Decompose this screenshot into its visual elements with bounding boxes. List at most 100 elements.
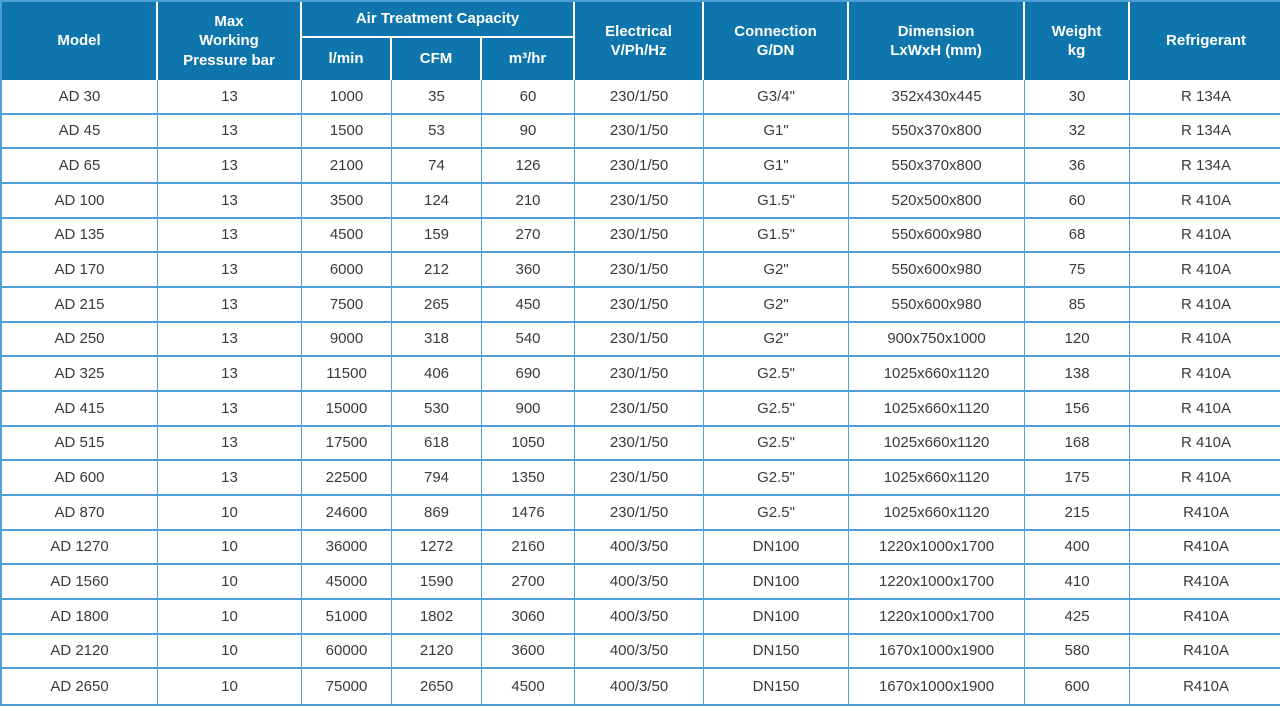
- cell-capacity-cfm: 124: [392, 183, 482, 219]
- cell-dimension: 1025x660x1120: [849, 461, 1026, 496]
- table-row: AD 515 13 17500 618 1050 230/1/50 G2.5" …: [2, 426, 1280, 462]
- cell-weight: 175: [1025, 461, 1131, 496]
- cell-connection: DN150: [704, 669, 850, 704]
- cell-capacity-cfm: 406: [392, 357, 482, 392]
- cell-electrical: 230/1/50: [575, 114, 705, 150]
- cell-capacity-m3hr: 60: [482, 80, 576, 115]
- cell-model: AD 65: [2, 149, 158, 184]
- cell-capacity-cfm: 318: [392, 322, 482, 358]
- cell-connection: G1.5": [704, 183, 850, 219]
- cell-weight: 168: [1025, 426, 1131, 462]
- cell-dimension: 1670x1000x1900: [849, 669, 1026, 704]
- cell-dimension: 352x430x445: [849, 80, 1026, 115]
- cell-capacity-m3hr: 2700: [482, 565, 576, 600]
- cell-connection: G2.5": [704, 426, 850, 462]
- cell-model: AD 1270: [2, 530, 158, 566]
- cell-connection: G2": [704, 253, 850, 288]
- cell-model: AD 45: [2, 114, 158, 150]
- cell-weight: 30: [1025, 80, 1131, 115]
- cell-max-pressure: 13: [158, 391, 302, 427]
- cell-weight: 138: [1025, 357, 1131, 392]
- cell-connection: DN100: [704, 530, 850, 566]
- cell-max-pressure: 13: [158, 322, 302, 358]
- cell-connection: G3/4": [704, 80, 850, 115]
- cell-electrical: 230/1/50: [575, 495, 705, 531]
- cell-connection: DN100: [704, 599, 850, 635]
- cell-connection: G1.5": [704, 218, 850, 254]
- cell-model: AD 515: [2, 426, 158, 462]
- cell-capacity-cfm: 265: [392, 287, 482, 323]
- cell-weight: 425: [1025, 599, 1131, 635]
- cell-refrigerant: R 410A: [1130, 322, 1280, 358]
- cell-connection: DN150: [704, 634, 850, 670]
- cell-capacity-lmin: 22500: [302, 461, 392, 496]
- cell-electrical: 230/1/50: [575, 253, 705, 288]
- cell-refrigerant: R 410A: [1130, 461, 1280, 496]
- cell-capacity-m3hr: 3600: [482, 634, 576, 670]
- cell-refrigerant: R 134A: [1130, 114, 1280, 150]
- header-capacity-cfm: CFM: [392, 38, 482, 80]
- cell-capacity-lmin: 17500: [302, 426, 392, 462]
- cell-capacity-lmin: 7500: [302, 287, 392, 323]
- cell-capacity-lmin: 15000: [302, 391, 392, 427]
- cell-capacity-m3hr: 360: [482, 253, 576, 288]
- cell-max-pressure: 13: [158, 183, 302, 219]
- header-refrigerant: Refrigerant: [1130, 2, 1280, 80]
- table-row: AD 170 13 6000 212 360 230/1/50 G2" 550x…: [2, 253, 1280, 288]
- cell-connection: G2.5": [704, 357, 850, 392]
- cell-electrical: 230/1/50: [575, 183, 705, 219]
- table-row: AD 1560 10 45000 1590 2700 400/3/50 DN10…: [2, 565, 1280, 600]
- cell-capacity-lmin: 6000: [302, 253, 392, 288]
- cell-refrigerant: R410A: [1130, 599, 1280, 635]
- cell-weight: 600: [1025, 669, 1131, 704]
- cell-capacity-cfm: 530: [392, 391, 482, 427]
- cell-capacity-m3hr: 1350: [482, 461, 576, 496]
- cell-refrigerant: R 410A: [1130, 218, 1280, 254]
- cell-model: AD 250: [2, 322, 158, 358]
- cell-weight: 68: [1025, 218, 1131, 254]
- table-row: AD 100 13 3500 124 210 230/1/50 G1.5" 52…: [2, 183, 1280, 219]
- cell-capacity-cfm: 35: [392, 80, 482, 115]
- cell-connection: G2.5": [704, 391, 850, 427]
- cell-model: AD 600: [2, 461, 158, 496]
- cell-refrigerant: R 410A: [1130, 357, 1280, 392]
- cell-max-pressure: 13: [158, 253, 302, 288]
- cell-dimension: 550x600x980: [849, 253, 1026, 288]
- cell-max-pressure: 10: [158, 565, 302, 600]
- cell-capacity-lmin: 11500: [302, 357, 392, 392]
- cell-capacity-cfm: 1590: [392, 565, 482, 600]
- cell-electrical: 230/1/50: [575, 357, 705, 392]
- cell-electrical: 230/1/50: [575, 426, 705, 462]
- cell-electrical: 230/1/50: [575, 80, 705, 115]
- cell-electrical: 400/3/50: [575, 565, 705, 600]
- cell-capacity-cfm: 74: [392, 149, 482, 184]
- cell-model: AD 30: [2, 80, 158, 115]
- cell-connection: G1": [704, 114, 850, 150]
- cell-capacity-lmin: 1500: [302, 114, 392, 150]
- cell-refrigerant: R410A: [1130, 669, 1280, 704]
- cell-capacity-m3hr: 90: [482, 114, 576, 150]
- cell-refrigerant: R 134A: [1130, 80, 1280, 115]
- cell-max-pressure: 10: [158, 599, 302, 635]
- cell-dimension: 520x500x800: [849, 183, 1026, 219]
- cell-refrigerant: R410A: [1130, 495, 1280, 531]
- cell-model: AD 325: [2, 357, 158, 392]
- cell-capacity-m3hr: 450: [482, 287, 576, 323]
- cell-max-pressure: 13: [158, 149, 302, 184]
- cell-capacity-lmin: 9000: [302, 322, 392, 358]
- cell-dimension: 1025x660x1120: [849, 495, 1026, 531]
- cell-dimension: 1220x1000x1700: [849, 599, 1026, 635]
- cell-weight: 156: [1025, 391, 1131, 427]
- cell-model: AD 1800: [2, 599, 158, 635]
- cell-dimension: 1025x660x1120: [849, 357, 1026, 392]
- cell-capacity-lmin: 4500: [302, 218, 392, 254]
- cell-capacity-m3hr: 2160: [482, 530, 576, 566]
- cell-electrical: 230/1/50: [575, 287, 705, 323]
- cell-max-pressure: 13: [158, 357, 302, 392]
- header-max-working-pressure: Max Working Pressure bar: [158, 2, 302, 80]
- cell-model: AD 2120: [2, 634, 158, 670]
- cell-max-pressure: 10: [158, 495, 302, 531]
- cell-weight: 36: [1025, 149, 1131, 184]
- cell-model: AD 215: [2, 287, 158, 323]
- cell-weight: 215: [1025, 495, 1131, 531]
